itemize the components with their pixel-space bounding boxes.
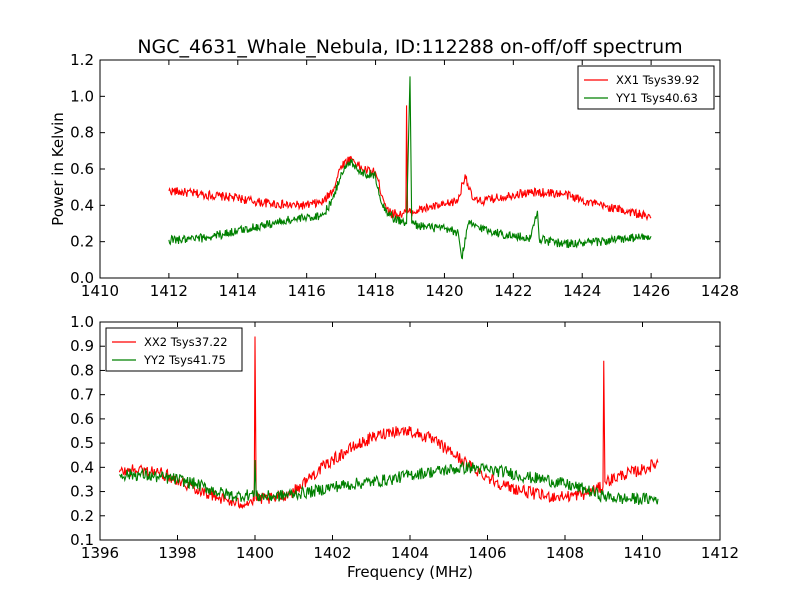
y-tick-label: 0.2 <box>70 507 94 525</box>
x-tick-label: 1424 <box>563 282 601 300</box>
y-tick-label: 0.9 <box>70 337 94 355</box>
y-tick-label: 1.2 <box>70 51 94 69</box>
y-tick-label: 0.4 <box>70 196 94 214</box>
y-tick-label: 0.8 <box>70 361 94 379</box>
chart-title: NGC_4631_Whale_Nebula, ID:112288 on-off/… <box>137 36 682 58</box>
x-tick-label: 1412 <box>701 544 739 562</box>
series-line-2-1 <box>118 336 659 510</box>
x-tick-label: 1426 <box>632 282 670 300</box>
series-line-1-1 <box>168 105 652 222</box>
x-tick-label: 1398 <box>158 544 196 562</box>
legend-label: YY1 Tsys40.63 <box>615 91 698 105</box>
x-axis-label: Frequency (MHz) <box>347 563 473 581</box>
x-tick-label: 1408 <box>546 544 584 562</box>
y-tick-label: 1.0 <box>70 87 94 105</box>
x-tick-label: 1396 <box>81 544 119 562</box>
y-tick-label: 0.8 <box>70 124 94 142</box>
x-tick-label: 1406 <box>468 544 506 562</box>
series-line-2-2 <box>118 460 659 506</box>
legend-label: XX1 Tsys39.92 <box>616 73 700 87</box>
legend-box <box>105 327 243 372</box>
y-tick-label: 0.0 <box>70 269 94 287</box>
y-tick-label: 0.7 <box>70 386 94 404</box>
bottom-panel: 1396 1398 1400 1402 1404 1406 1408 1410 1412 0.1 0… <box>70 313 739 562</box>
y-tick-label: 0.2 <box>70 233 94 251</box>
y-tick-label: 0.3 <box>70 483 94 501</box>
x-tick-label: 1428 <box>701 282 739 300</box>
y-tick-label: 0.4 <box>70 458 94 476</box>
series-line-1-2 <box>168 76 652 260</box>
top-panel: 1410 1412 1414 1416 1418 1420 1422 1424 1426 1428… <box>70 51 739 300</box>
legend: XX2 Tsys37.22 YY2 Tsys41.75 <box>105 327 243 372</box>
x-tick-label: 1420 <box>425 282 463 300</box>
x-tick-label: 1402 <box>313 544 351 562</box>
y-tick-label: 0.5 <box>70 434 94 452</box>
x-tick-label: 1404 <box>391 544 429 562</box>
x-tick-label: 1412 <box>150 282 188 300</box>
x-tick-label: 1416 <box>288 282 326 300</box>
y-axis-label: Power in Kelvin <box>49 112 67 226</box>
legend: XX1 Tsys39.92 YY1 Tsys40.63 <box>577 65 715 110</box>
legend-box <box>577 65 715 110</box>
legend-label: XX2 Tsys37.22 <box>144 335 228 349</box>
y-tick-label: 1.0 <box>70 313 94 331</box>
x-tick-label: 1418 <box>356 282 394 300</box>
x-tick-label: 1422 <box>494 282 532 300</box>
y-tick-label: 0.6 <box>70 410 94 428</box>
x-tick-label: 1410 <box>623 544 661 562</box>
legend-label: YY2 Tsys41.75 <box>143 353 226 367</box>
y-tick-label: 0.1 <box>70 531 94 549</box>
x-tick-label: 1414 <box>219 282 257 300</box>
x-tick-label: 1410 <box>81 282 119 300</box>
y-tick-label: 0.6 <box>70 160 94 178</box>
x-tick-label: 1400 <box>236 544 274 562</box>
